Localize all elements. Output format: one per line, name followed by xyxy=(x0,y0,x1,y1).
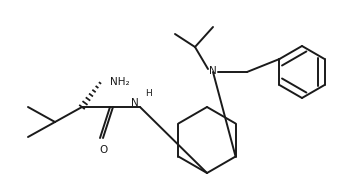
Text: H: H xyxy=(145,89,152,98)
Text: N: N xyxy=(209,66,217,76)
Text: NH₂: NH₂ xyxy=(110,77,130,87)
Text: N: N xyxy=(131,98,139,108)
Text: O: O xyxy=(99,145,107,155)
